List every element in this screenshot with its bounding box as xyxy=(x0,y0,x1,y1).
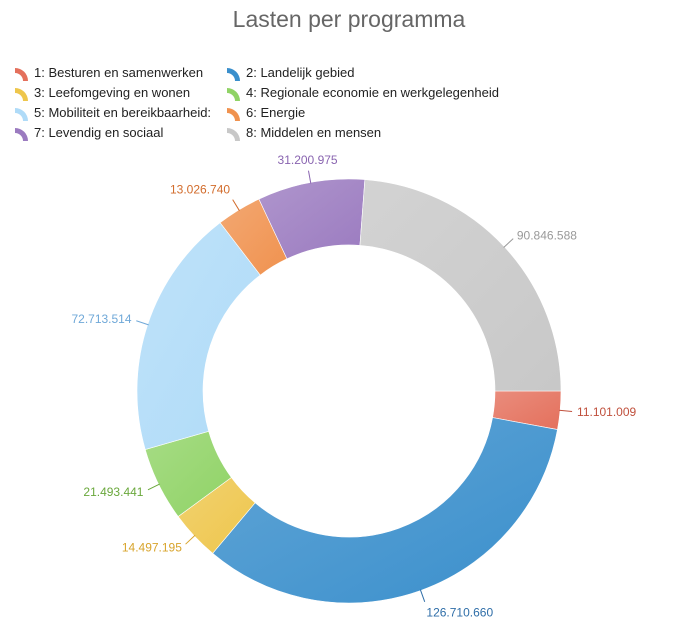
legend-label: 5: Mobiliteit en bereikbaarheid: xyxy=(34,105,212,120)
legend-swatch-icon xyxy=(227,107,240,121)
legend-label: 1: Besturen en samenwerken xyxy=(34,65,204,80)
legend-item[interactable]: 4: Regionale economie en werkgelegenheid xyxy=(226,83,526,102)
legend-label: 6: Energie xyxy=(246,105,306,120)
legend-swatch-icon xyxy=(227,127,240,141)
label-connector xyxy=(307,170,312,184)
data-label: 126.710.660 xyxy=(426,606,493,620)
donut-slice[interactable] xyxy=(212,417,558,604)
legend-swatch-icon xyxy=(15,127,28,141)
label-connector xyxy=(232,199,240,211)
data-label: 13.026.740 xyxy=(170,182,230,196)
legend-swatch-icon xyxy=(227,87,240,101)
data-label: 11.101.009 xyxy=(577,405,636,419)
label-connector xyxy=(136,320,149,326)
legend-item[interactable]: 2: Landelijk gebied xyxy=(226,63,526,82)
data-label: 31.200.975 xyxy=(278,153,338,167)
label-connector xyxy=(147,483,160,491)
legend-item[interactable]: 1: Besturen en samenwerken xyxy=(14,63,226,82)
legend-label: 3: Leefomgeving en wonen xyxy=(34,85,191,100)
legend-swatch-icon xyxy=(227,67,240,81)
legend-label: 4: Regionale economie en werkgelegenheid xyxy=(246,85,499,100)
label-connector xyxy=(559,409,573,412)
chart-title: Lasten per programma xyxy=(232,6,466,32)
data-label: 90.846.588 xyxy=(517,228,577,242)
label-connector xyxy=(185,534,196,545)
data-label: 21.493.441 xyxy=(83,485,143,499)
legend-item[interactable]: 3: Leefomgeving en wonen xyxy=(14,83,226,102)
legend-item[interactable]: 8: Middelen en mensen xyxy=(226,123,526,142)
legend-label: 7: Levendig en sociaal xyxy=(34,125,164,140)
label-connector xyxy=(419,589,426,602)
legend-item[interactable]: 5: Mobiliteit en bereikbaarheid: xyxy=(14,103,226,122)
data-label: 72.713.514 xyxy=(71,312,131,326)
donut-slice[interactable] xyxy=(136,222,261,450)
legend-swatch-icon xyxy=(15,67,28,81)
legend-label: 2: Landelijk gebied xyxy=(246,65,355,80)
legend-swatch-icon xyxy=(15,107,28,121)
legend-item[interactable]: 7: Levendig en sociaal xyxy=(14,123,226,142)
label-connector xyxy=(503,238,514,248)
legend-item[interactable]: 6: Energie xyxy=(226,103,526,122)
legend-label: 8: Middelen en mensen xyxy=(246,125,382,140)
donut-slice[interactable] xyxy=(359,179,562,392)
legend: 1: Besturen en samenwerken 2: Landelijk g… xyxy=(14,63,526,142)
legend-swatch-icon xyxy=(15,87,28,101)
data-label: 14.497.195 xyxy=(122,541,182,555)
